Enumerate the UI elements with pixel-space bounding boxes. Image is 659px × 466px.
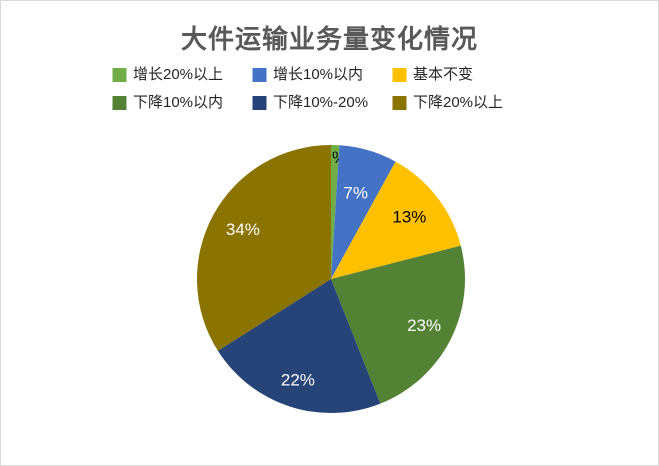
legend-item-3: 基本不变 (392, 67, 547, 82)
legend-label: 下降10%-20% (273, 94, 369, 111)
data-label-2: 7% (343, 184, 368, 203)
pie-slice-3 (331, 161, 461, 279)
legend-swatch-icon (392, 67, 406, 82)
legend-item-4: 下降10%以内 (112, 95, 252, 110)
data-label-5: 22% (281, 370, 315, 389)
legend-item-1: 增长20%以上 (112, 67, 252, 82)
legend-label: 下降10%以内 (133, 94, 224, 111)
pie-slice-5 (217, 279, 381, 414)
legend-swatch-icon (252, 67, 266, 82)
data-label-6: 34% (226, 220, 260, 239)
legend-item-5: 下降10%-20% (252, 95, 392, 110)
legend-label: 增长10%以内 (273, 66, 364, 83)
legend-label: 下降20%以上 (413, 94, 504, 111)
legend-item-6: 下降20%以上 (392, 95, 547, 110)
legend-swatch-icon (252, 95, 266, 110)
legend-item-2: 增长10%以内 (252, 67, 392, 82)
pie-slice-1 (331, 145, 340, 279)
data-label-4: 23% (407, 316, 441, 335)
legend-label: 增长20%以上 (133, 66, 224, 83)
legend-label: 基本不变 (413, 66, 474, 83)
pie-slice-2 (331, 145, 396, 279)
chart-title: 大件运输业务量变化情况 (180, 24, 478, 54)
legend-swatch-icon (392, 95, 406, 110)
chart-legend: 增长20%以上 增长10%以内 基本不变下降10%以内 下降10%-20% 下降20%以… (112, 67, 547, 110)
data-label-3: 13% (392, 208, 426, 227)
pie-slice-4 (331, 245, 465, 404)
legend-swatch-icon (112, 67, 126, 82)
legend-swatch-icon (112, 95, 126, 110)
pie-slice-6 (197, 145, 331, 351)
